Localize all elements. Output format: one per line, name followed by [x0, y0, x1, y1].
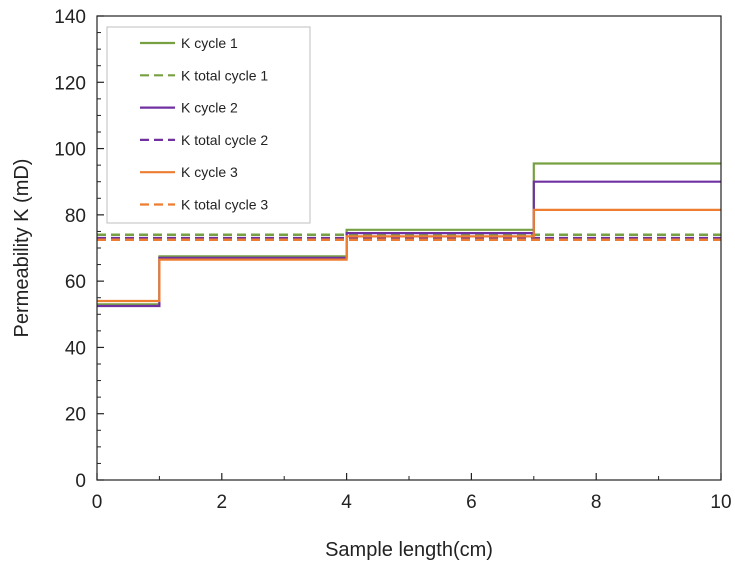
y-tick-label: 60 — [65, 272, 86, 293]
y-tick-label: 100 — [54, 140, 86, 161]
x-tick-label: 10 — [710, 492, 731, 513]
series-line-5 — [97, 208, 721, 303]
legend-label: K total cycle 3 — [181, 197, 268, 213]
x-tick-label: 8 — [591, 492, 602, 513]
y-tick-label: 40 — [65, 338, 86, 359]
y-tick-label: 80 — [65, 206, 86, 227]
legend-box — [106, 26, 311, 224]
y-tick-label: 120 — [54, 73, 86, 94]
x-tick-label: 2 — [217, 492, 228, 513]
y-axis-title: Permeability K (mD) — [11, 159, 33, 338]
x-axis-title: Sample length(cm) — [325, 539, 493, 561]
legend-label: K total cycle 1 — [181, 67, 268, 83]
legend-label: K cycle 2 — [181, 100, 238, 116]
y-tick-label: 140 — [54, 7, 86, 28]
x-tick-label: 0 — [92, 492, 103, 513]
legend: K cycle 1 K total cycle 1 K cycle 2 K total… — [106, 26, 311, 224]
y-tick-label: 0 — [75, 471, 86, 492]
legend-label: K cycle 1 — [181, 35, 238, 51]
x-tick-label: 6 — [466, 492, 477, 513]
series-lines — [97, 162, 721, 308]
x-tick-label: 4 — [341, 492, 352, 513]
legend-label: K cycle 3 — [181, 164, 238, 180]
y-tick-label: 20 — [65, 405, 86, 426]
legend-label: K total cycle 2 — [181, 132, 268, 148]
